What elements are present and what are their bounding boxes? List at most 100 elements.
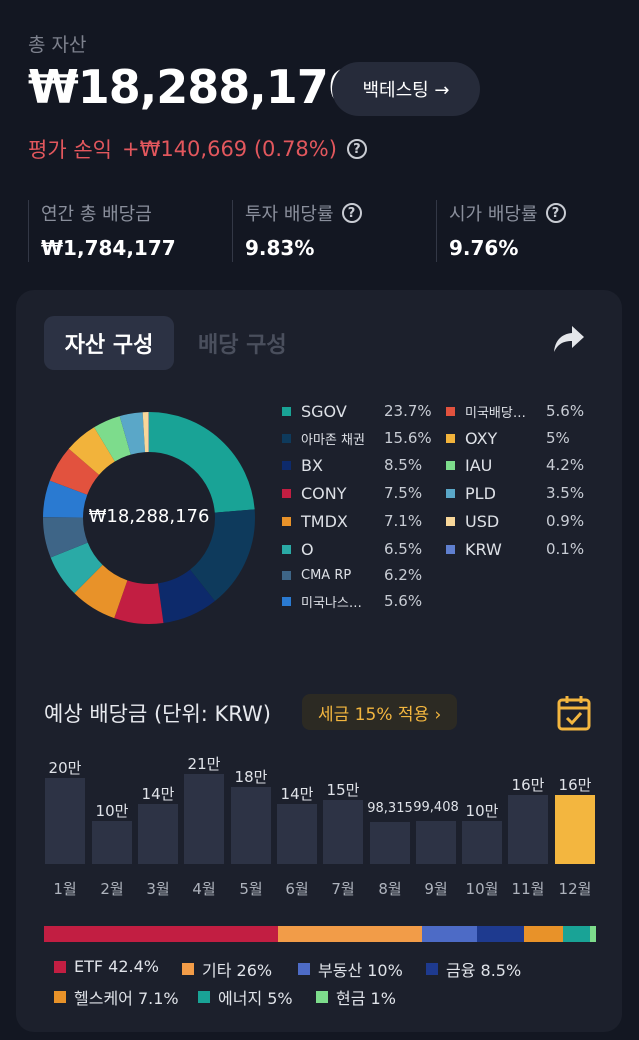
bar-2월[interactable] [92,821,132,864]
portfolio-card [16,290,622,1032]
bar-value-label: 18만 [234,767,268,786]
sector-label: 금융 8.5% [446,961,522,980]
profit-loss-row: 평가 손익 +₩140,669 (0.78%) ? [28,134,367,164]
legend-item: PLD 3.5% [446,483,584,503]
month-label: 7월 [331,880,355,898]
legend-swatch [282,406,291,416]
bar-value-label: 10만 [465,802,499,821]
sector-segment-기타 [278,926,422,942]
legend-percent: 6.2% [384,566,423,584]
calendar-check-icon[interactable] [556,694,592,736]
legend-percent: 0.9% [546,512,585,530]
legend-name: O [301,539,314,559]
sector-segment-부동산 [421,926,477,942]
tax-badge[interactable]: 세금 15% 적용 › [302,694,458,730]
legend-item: 미국배당… 5.6% [446,401,584,421]
bar-value-label: 98,315 [367,800,413,816]
legend-percent: 23.7% [384,402,432,420]
sector-segment-에너지 [562,926,591,942]
month-label: 2월 [100,880,124,898]
sector-legend-item: ETF 42.4% [54,957,159,976]
legend-item: CONY 7.5% [282,483,422,503]
legend-name: BX [301,455,323,475]
profit-loss-value: +₩140,669 (0.78%) [121,137,337,161]
donut-slice-CMA RP [43,412,255,624]
bar-10월[interactable] [462,821,502,864]
legend-item: KRW 0.1% [446,539,584,559]
share-icon[interactable] [552,324,586,358]
legend-percent: 5.6% [384,592,423,610]
sector-stacked-bar [44,926,596,942]
legend-percent: 15.6% [384,429,432,447]
month-label: 12월 [558,880,592,898]
help-icon[interactable]: ? [341,203,362,223]
sector-swatch [298,963,310,975]
bar-9월[interactable] [416,821,456,864]
bar-11월[interactable] [508,795,548,864]
legend-item: OXY 5% [446,428,570,448]
month-label: 11월 [511,880,545,898]
sector-swatch [198,991,210,1003]
stat-label: 연간 총 배당금 [41,204,152,225]
total-assets-label: 총 자산 [28,34,87,56]
legend-name: IAU [465,455,493,475]
sector-label: 현금 1% [336,989,396,1008]
bar-value-label: 15만 [326,780,360,799]
bar-value-label: 16만 [558,776,592,795]
legend-item: IAU 4.2% [446,455,584,475]
tab-dividend-composition[interactable]: 배당 구성 [198,333,287,358]
legend-name: KRW [465,539,502,559]
sector-label: 부동산 10% [318,961,403,980]
asset-donut-chart [43,412,255,624]
bar-4월[interactable] [184,774,224,864]
legend-item: 아마존 채권 15.6% [282,428,432,448]
sector-swatch [426,963,438,975]
stat-value: 9.83% [245,236,315,260]
legend-name: CONY [301,483,347,503]
bar-value-label: 20만 [48,759,82,778]
legend-swatch [282,596,291,606]
donut-slice-CONY [43,412,255,624]
legend-percent: 0.1% [546,540,585,558]
legend-name: 아마존 채권 [301,432,365,448]
legend-swatch [446,488,455,498]
bar-5월[interactable] [231,786,271,864]
donut-slice-아마존 채권 [43,412,255,624]
sector-swatch [182,963,194,975]
legend-percent: 6.5% [384,540,423,558]
legend-name: USD [465,511,500,531]
month-label: 1월 [53,880,77,898]
legend-name: OXY [465,428,498,448]
legend-item: BX 8.5% [282,455,422,475]
legend-percent: 5% [546,429,570,447]
bar-3월[interactable] [138,804,178,864]
stat-investment-yield: 투자 배당률? 9.83% [232,200,435,262]
donut-center-total: ₩18,288,176 [88,506,210,527]
bar-8월[interactable] [370,821,410,864]
bar-12월[interactable] [555,795,595,864]
bar-6월[interactable] [277,804,317,864]
legend-name: 미국나스… [301,595,362,611]
stat-value: ₩1,784,177 [41,236,176,260]
legend-swatch [446,433,455,443]
bar-1월[interactable] [45,778,85,864]
month-label: 10월 [465,880,499,898]
sector-label: 기타 26% [202,961,273,980]
help-icon[interactable]: ? [545,203,566,223]
bar-7월[interactable] [323,799,363,864]
legend-swatch [282,544,291,554]
bar-value-label: 21만 [187,755,221,773]
help-icon[interactable]: ? [346,139,367,159]
backtest-button[interactable]: 백테스팅 → [332,62,480,116]
legend-swatch [282,460,291,470]
stat-label: 투자 배당률 [245,204,334,225]
sector-legend-item: 헬스케어 7.1% [54,985,179,1009]
tab-asset-composition[interactable]: 자산 구성 [44,316,174,370]
legend-swatch [282,570,291,580]
sector-swatch [54,960,66,973]
legend-percent: 4.2% [546,456,585,474]
stat-annual-dividend: 연간 총 배당금 ₩1,784,177 [28,200,231,262]
stat-value: 9.76% [449,236,519,260]
legend-percent: 5.6% [546,402,585,420]
bar-value-label: 16만 [511,776,545,795]
